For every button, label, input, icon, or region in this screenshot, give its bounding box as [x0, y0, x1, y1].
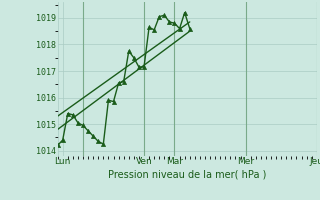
X-axis label: Pression niveau de la mer( hPa ): Pression niveau de la mer( hPa ) [108, 169, 266, 179]
